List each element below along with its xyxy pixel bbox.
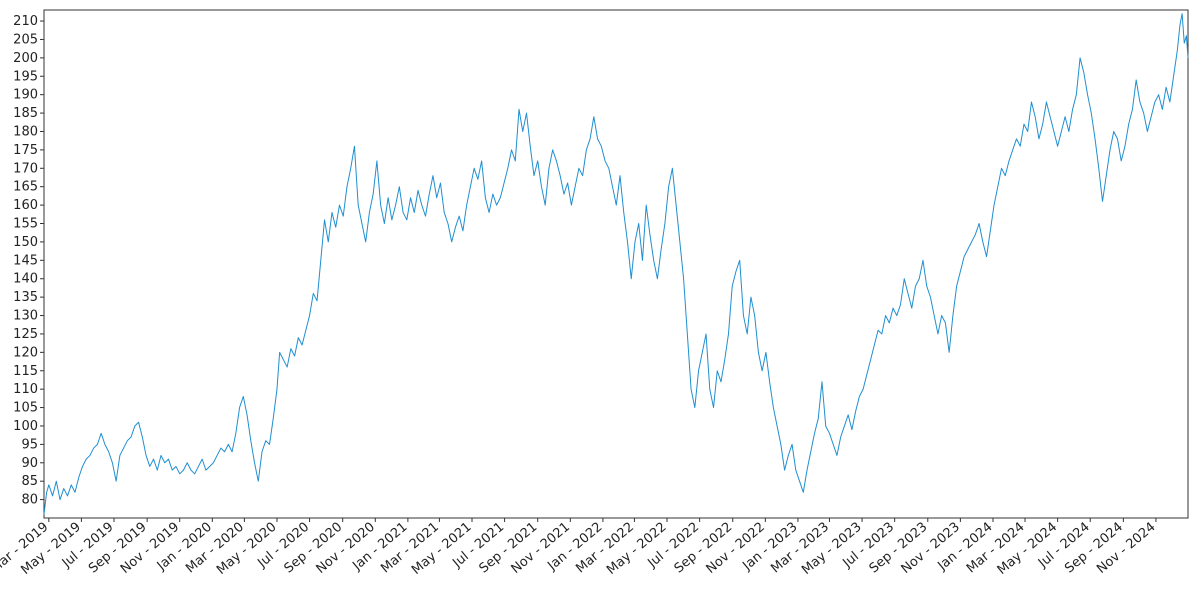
y-tick-label: 80 bbox=[21, 493, 38, 508]
y-tick-label: 115 bbox=[13, 364, 38, 379]
y-tick-label: 205 bbox=[13, 32, 38, 47]
y-tick-label: 150 bbox=[13, 235, 38, 250]
y-tick-label: 190 bbox=[13, 88, 38, 103]
y-tick-label: 170 bbox=[13, 161, 38, 176]
y-axis: 80 85 90 95 100 105 110 115 120 125 130 135 140 145 15… bbox=[13, 14, 44, 508]
plot-frame bbox=[43, 9, 1189, 519]
y-tick-label: 105 bbox=[13, 401, 38, 416]
series-line bbox=[43, 13, 1189, 515]
y-tick-label: 140 bbox=[13, 272, 38, 287]
y-tick-label: 95 bbox=[21, 437, 38, 452]
series-layer bbox=[43, 13, 1189, 515]
y-tick-label: 145 bbox=[13, 253, 38, 268]
y-tick-label: 100 bbox=[13, 419, 38, 434]
y-tick-label: 125 bbox=[13, 327, 38, 342]
y-tick-label: 195 bbox=[13, 69, 38, 84]
y-tick-label: 130 bbox=[13, 309, 38, 324]
y-tick-label: 180 bbox=[13, 124, 38, 139]
y-tick-label: 160 bbox=[13, 198, 38, 213]
y-tick-label: 135 bbox=[13, 290, 38, 305]
y-tick-label: 155 bbox=[13, 217, 38, 232]
y-tick-label: 165 bbox=[13, 180, 38, 195]
y-tick-label: 200 bbox=[13, 51, 38, 66]
y-tick-label: 85 bbox=[21, 474, 38, 489]
y-tick-label: 110 bbox=[13, 382, 38, 397]
y-tick-label: 185 bbox=[13, 106, 38, 121]
y-tick-label: 175 bbox=[13, 143, 38, 158]
y-tick-label: 120 bbox=[13, 345, 38, 360]
y-tick-label: 210 bbox=[13, 14, 38, 29]
y-tick-label: 90 bbox=[21, 456, 38, 471]
